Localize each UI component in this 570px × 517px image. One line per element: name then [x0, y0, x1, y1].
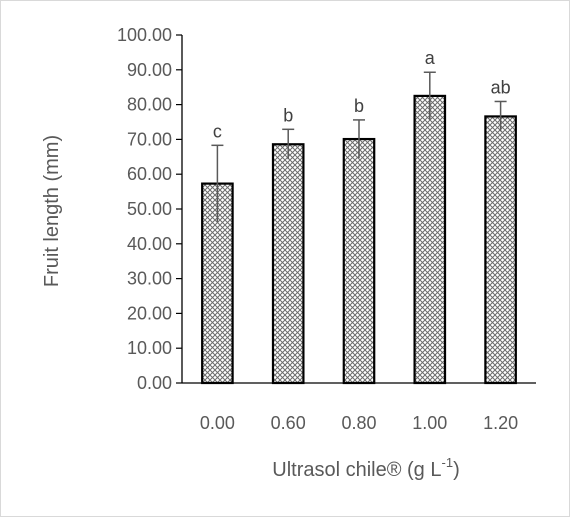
x-tick-label: 0.60: [271, 413, 306, 433]
y-axis-title: Fruit length (mm): [41, 135, 63, 287]
axes: [181, 35, 536, 384]
y-tick-label: 0.00: [137, 373, 172, 393]
y-tick-label: 90.00: [127, 60, 172, 80]
y-tick-label: 100.00: [117, 25, 172, 45]
bar: [342, 137, 376, 385]
x-tick-label: 1.00: [412, 413, 447, 433]
significance-label: c: [213, 121, 222, 141]
y-tick-label: 80.00: [127, 95, 172, 115]
y-tick-label: 50.00: [127, 199, 172, 219]
y-tick-label: 40.00: [127, 234, 172, 254]
x-tick-label: 1.20: [483, 413, 518, 433]
y-axis-ticks: 0.00 10.00 20.00 30.00 40.00 50.00 60.00 70.00 8…: [117, 25, 182, 393]
bar: [413, 94, 447, 385]
x-tick-label: 0.00: [200, 413, 235, 433]
bar: [484, 115, 517, 385]
x-axis-title: Ultrasol chile® (g L-1): [272, 455, 459, 481]
x-axis-title-main: Ultrasol chile® (g L: [272, 459, 441, 481]
significance-label: a: [425, 48, 436, 68]
y-tick-label: 70.00: [127, 129, 172, 149]
y-tick-label: 60.00: [127, 164, 172, 184]
significance-label: b: [354, 96, 364, 116]
y-tick-label: 20.00: [127, 303, 172, 323]
x-axis-title-superscript: -1: [442, 455, 454, 470]
x-axis-ticks: 0.00 0.60 0.80 1.00 1.20: [200, 413, 518, 433]
bar: [271, 143, 305, 385]
x-axis-title-suffix: ): [453, 459, 460, 481]
bars: c b b a ab: [201, 48, 517, 385]
y-tick-label: 30.00: [127, 269, 172, 289]
x-tick-label: 0.80: [341, 413, 376, 433]
y-tick-label: 10.00: [127, 338, 172, 358]
significance-label: b: [283, 105, 293, 125]
significance-label: ab: [491, 77, 511, 97]
